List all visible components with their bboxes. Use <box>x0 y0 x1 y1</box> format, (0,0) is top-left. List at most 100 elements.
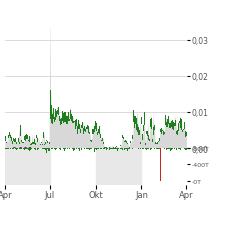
Bar <box>53 108 54 119</box>
Bar <box>83 129 84 134</box>
Bar <box>5 149 50 185</box>
Bar <box>84 127 85 134</box>
Bar <box>47 141 48 144</box>
Bar <box>184 122 185 130</box>
Bar <box>26 135 27 139</box>
Bar <box>16 143 17 145</box>
Bar <box>11 137 12 141</box>
Bar <box>133 111 134 122</box>
Bar <box>152 113 153 122</box>
Bar <box>40 144 41 146</box>
Bar <box>51 105 52 123</box>
Bar <box>116 149 117 150</box>
Bar <box>60 149 61 150</box>
Bar <box>46 141 47 142</box>
Bar <box>34 136 35 140</box>
Bar <box>81 126 82 129</box>
Bar <box>77 124 78 129</box>
Bar <box>148 135 149 140</box>
Bar <box>7 143 8 144</box>
Bar <box>5 149 6 150</box>
Bar <box>185 131 186 135</box>
Bar <box>46 149 47 153</box>
Bar <box>10 135 11 138</box>
Bar <box>146 149 147 150</box>
Bar <box>94 149 95 152</box>
Bar <box>149 139 150 141</box>
Bar <box>21 140 22 143</box>
Bar <box>160 149 161 182</box>
Bar <box>30 149 31 150</box>
Bar <box>176 132 177 134</box>
Bar <box>55 110 56 121</box>
Bar <box>171 122 172 127</box>
Bar <box>124 149 125 150</box>
Bar <box>123 138 124 140</box>
Bar <box>125 140 126 143</box>
Bar <box>81 149 82 150</box>
Bar <box>122 149 123 150</box>
Bar <box>96 149 141 185</box>
Bar <box>142 143 143 145</box>
Bar <box>167 120 168 128</box>
Bar <box>96 123 97 132</box>
Bar <box>73 122 74 123</box>
Bar <box>127 149 128 151</box>
Bar <box>161 128 162 135</box>
Bar <box>145 149 146 150</box>
Bar <box>100 135 101 138</box>
Bar <box>35 149 36 150</box>
Bar <box>144 112 145 126</box>
Bar <box>16 149 17 151</box>
Bar <box>135 117 136 125</box>
Bar <box>28 149 29 150</box>
Bar <box>33 143 34 144</box>
Bar <box>14 140 15 142</box>
Bar <box>186 149 187 150</box>
Bar <box>101 140 102 142</box>
Bar <box>30 144 31 146</box>
Bar <box>64 149 65 151</box>
Bar <box>22 142 23 143</box>
Bar <box>140 142 141 144</box>
Bar <box>61 118 62 124</box>
Bar <box>122 135 123 138</box>
Bar <box>160 129 161 133</box>
Bar <box>34 149 35 150</box>
Bar <box>155 143 156 144</box>
Bar <box>37 149 38 150</box>
Bar <box>159 138 160 141</box>
Bar <box>13 149 14 150</box>
Bar <box>78 121 79 130</box>
Bar <box>49 12 50 131</box>
Bar <box>73 149 74 151</box>
Bar <box>60 119 61 125</box>
Bar <box>50 91 51 120</box>
Bar <box>69 119 70 121</box>
Bar <box>96 149 97 151</box>
Bar <box>38 144 39 145</box>
Bar <box>168 117 169 125</box>
Bar <box>87 125 88 129</box>
Bar <box>85 129 86 132</box>
Bar <box>173 123 174 130</box>
Bar <box>38 149 39 150</box>
Bar <box>165 116 166 125</box>
Bar <box>130 142 131 143</box>
Bar <box>109 149 110 151</box>
Bar <box>166 122 167 128</box>
Bar <box>29 137 30 141</box>
Bar <box>24 149 25 150</box>
Bar <box>74 121 75 123</box>
Bar <box>175 121 176 126</box>
Bar <box>45 143 46 145</box>
Bar <box>25 136 26 141</box>
Bar <box>49 149 50 151</box>
Bar <box>28 141 29 142</box>
Bar <box>164 149 165 150</box>
Bar <box>62 112 63 122</box>
Bar <box>65 149 66 150</box>
Bar <box>58 108 59 115</box>
Bar <box>23 143 24 144</box>
Bar <box>71 114 72 122</box>
